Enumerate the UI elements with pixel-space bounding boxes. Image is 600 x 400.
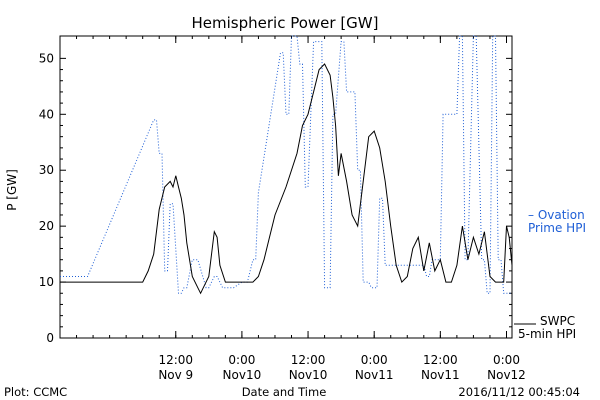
series-layer (60, 35, 513, 295)
x-tick-label-date: Nov11 (421, 368, 460, 382)
footer-plot-credit: Plot: CCMC (4, 385, 67, 399)
y-tick-label: 0 (46, 331, 54, 345)
x-tick-label-time: 0:00 (493, 353, 520, 367)
x-tick-label-date: Nov10 (289, 368, 328, 382)
x-tick-label-time: 12:00 (423, 353, 458, 367)
x-tick-label-time: 0:00 (361, 353, 388, 367)
y-axis-label: P [GW] (5, 169, 19, 211)
x-tick-label-date: Nov10 (223, 368, 262, 382)
x-tick-label-date: Nov 9 (158, 368, 193, 382)
y-tick-label: 20 (39, 219, 54, 233)
legend-ovation-line2: Prime HPI (528, 221, 586, 235)
footer-timestamp: 2016/11/12 00:45:04 (458, 385, 580, 399)
x-tick-label-time: 12:00 (158, 353, 193, 367)
y-tick-label: 40 (39, 107, 54, 121)
chart-title: Hemispheric Power [GW] (192, 14, 379, 32)
plot-frame (59, 35, 513, 339)
y-tick-label: 30 (39, 163, 54, 177)
x-tick-label-date: Nov11 (355, 368, 394, 382)
x-tick-label-date: Nov12 (487, 368, 526, 382)
legend-ovation: – Ovation Prime HPI (528, 208, 586, 235)
legend-swpc-line2: 5-min HPI (518, 327, 576, 341)
x-tick-label-time: 12:00 (291, 353, 326, 367)
legend-swpc: SWPC 5-min HPI (514, 314, 576, 341)
footer-x-axis-label: Date and Time (242, 385, 327, 399)
x-tick-label-time: 0:00 (228, 353, 255, 367)
y-tick-label: 10 (39, 275, 54, 289)
legend-swpc-line1: SWPC (540, 314, 575, 328)
y-tick-label: 50 (39, 51, 54, 65)
legend-ovation-line1: – Ovation (528, 208, 585, 222)
series-line-swpc-5min-hpi (60, 63, 513, 295)
